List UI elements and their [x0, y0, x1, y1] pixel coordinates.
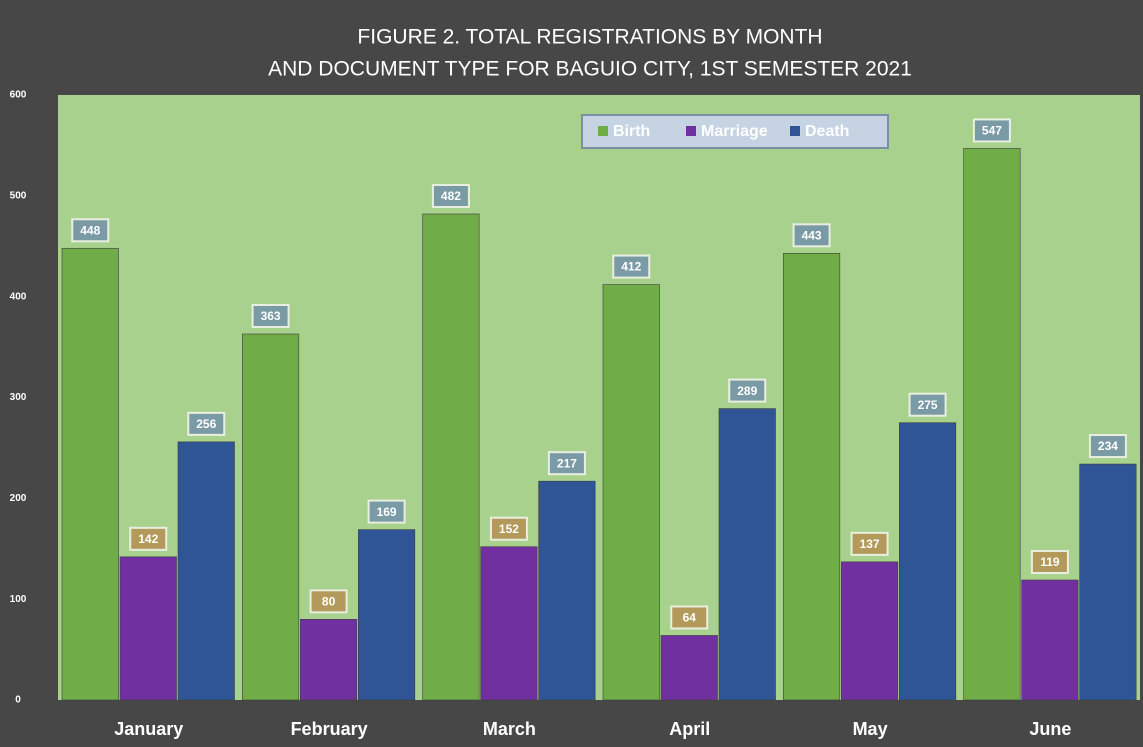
legend: [581, 114, 889, 149]
legend-label: Death: [805, 123, 849, 140]
bar: [422, 213, 480, 701]
value-label: 80: [322, 595, 336, 609]
value-label-box: [1030, 550, 1069, 575]
value-label: 412: [621, 260, 641, 274]
bar: [538, 480, 596, 701]
value-label: 363: [261, 309, 281, 323]
value-label-box: [792, 223, 831, 248]
chart-title: FIGURE 2. TOTAL REGISTRATIONS BY MONTH: [357, 26, 822, 49]
bar: [1021, 579, 1079, 701]
bar: [841, 561, 899, 701]
y-tick-label: 500: [10, 190, 27, 201]
value-label-box: [612, 254, 651, 279]
value-label-box: [129, 526, 168, 551]
bar: [61, 247, 119, 701]
value-label: 119: [1040, 555, 1060, 569]
value-label: 234: [1098, 439, 1118, 453]
x-tick-label: January: [114, 719, 183, 739]
value-label-box: [547, 451, 586, 476]
value-label-box: [850, 531, 889, 556]
plot-area: [58, 95, 1140, 700]
bar: [480, 546, 538, 701]
value-label: 217: [557, 456, 577, 470]
value-label: 142: [138, 532, 158, 546]
value-label: 169: [377, 505, 397, 519]
x-tick-label: February: [291, 719, 368, 739]
bar: [1079, 463, 1137, 701]
x-tick-label: March: [483, 719, 536, 739]
bar: [242, 333, 300, 701]
y-tick-label: 600: [10, 90, 27, 101]
bar: [602, 284, 660, 701]
value-label: 64: [683, 611, 697, 625]
value-label: 256: [196, 417, 216, 431]
legend-swatch: [598, 126, 608, 136]
value-label: 482: [441, 189, 461, 203]
bar: [300, 619, 358, 701]
value-label-box: [489, 516, 528, 541]
value-label: 275: [918, 398, 938, 412]
legend-swatch: [686, 126, 696, 136]
value-label: 448: [80, 223, 100, 237]
value-label-box: [431, 183, 470, 208]
value-label-box: [251, 303, 290, 328]
y-tick-label: 400: [10, 291, 27, 302]
bar: [899, 422, 957, 701]
x-tick-label: April: [669, 719, 710, 739]
value-label: 443: [802, 228, 822, 242]
value-label-box: [1088, 434, 1127, 459]
value-label: 289: [737, 384, 757, 398]
value-label: 547: [982, 124, 1002, 138]
value-label-box: [309, 589, 348, 614]
legend-label: Birth: [613, 123, 650, 140]
y-tick-label: 300: [10, 392, 27, 403]
value-label-box: [908, 392, 947, 417]
value-label-box: [972, 118, 1011, 143]
value-label-box: [728, 378, 767, 403]
value-label-box: [367, 499, 406, 524]
bar: [119, 556, 177, 701]
bar: [963, 148, 1021, 701]
bar: [718, 408, 776, 701]
value-label-box: [71, 218, 110, 243]
value-label: 152: [499, 522, 519, 536]
bar: [660, 635, 718, 701]
value-label-box: [187, 411, 226, 436]
y-tick-label: 200: [10, 493, 27, 504]
bar: [358, 529, 416, 701]
y-tick-label: 0: [15, 695, 21, 706]
x-tick-label: June: [1029, 719, 1071, 739]
value-label: 137: [860, 537, 880, 551]
legend-swatch: [790, 126, 800, 136]
legend-label: Marriage: [701, 123, 768, 140]
bar: [783, 253, 841, 701]
value-label-box: [670, 605, 709, 630]
x-tick-label: May: [853, 719, 888, 739]
chart-title: AND DOCUMENT TYPE FOR BAGUIO CITY, 1ST S…: [268, 58, 912, 81]
y-tick-label: 100: [10, 594, 27, 605]
bar: [177, 441, 235, 701]
